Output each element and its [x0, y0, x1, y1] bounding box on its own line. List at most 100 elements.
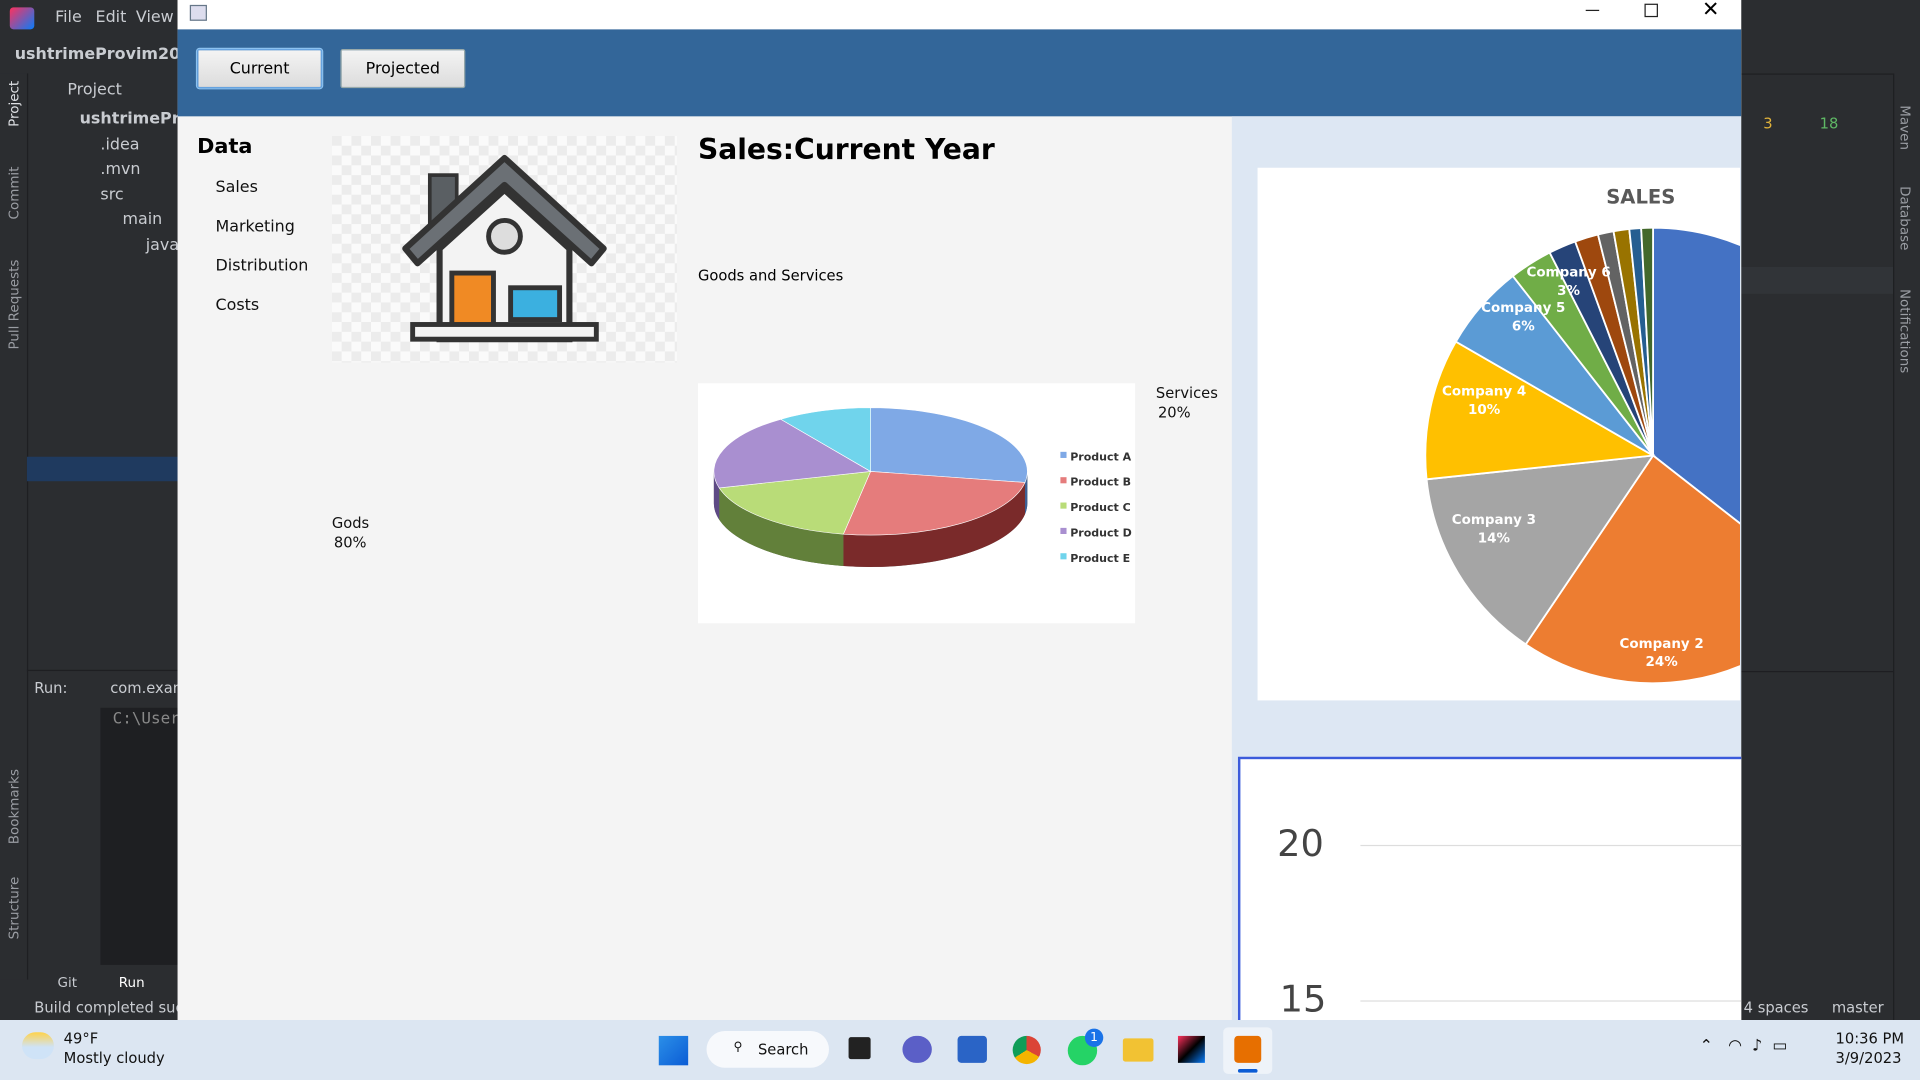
- explorer-icon[interactable]: [1122, 1038, 1154, 1062]
- search-label: Search: [757, 1040, 809, 1058]
- legend-label: Product C: [1070, 501, 1131, 514]
- side-tab[interactable]: Structure: [6, 876, 23, 940]
- window-icon: [189, 4, 207, 21]
- legend-swatch: [1060, 502, 1067, 509]
- pie-slice: [842, 471, 1026, 536]
- side-tab[interactable]: Notifications: [1896, 288, 1913, 374]
- git-branch[interactable]: master: [1831, 999, 1884, 1017]
- project-view[interactable]: Project: [67, 80, 122, 100]
- slice-name: Company 6: [1526, 266, 1610, 281]
- ide-right: 3 18 Maven Database Notifications 4 spac…: [1741, 0, 1920, 1021]
- search-box[interactable]: ⚲ Search: [706, 1031, 829, 1068]
- page-title: Sales:Current Year: [697, 134, 995, 167]
- tree-item[interactable]: .mvn: [100, 160, 141, 179]
- tree-item[interactable]: main: [122, 210, 163, 229]
- projected-button[interactable]: Projected: [340, 48, 466, 89]
- tool-strip: [1893, 73, 1920, 1021]
- checks-count[interactable]: 18: [1819, 115, 1839, 133]
- menu-item[interactable]: Edit: [95, 8, 127, 27]
- minimize-button[interactable]: [1585, 9, 1600, 12]
- start-button[interactable]: [658, 1035, 689, 1066]
- pie-slice: [713, 418, 872, 489]
- nav-item[interactable]: Sales: [215, 178, 258, 198]
- menu-item[interactable]: View: [135, 8, 174, 27]
- side-tab[interactable]: Maven: [1896, 105, 1913, 150]
- tree-item[interactable]: .idea: [100, 135, 140, 155]
- legend-swatch: [1060, 477, 1067, 484]
- nav-item[interactable]: Distribution: [215, 257, 309, 276]
- legend-swatch: [1060, 451, 1067, 458]
- side-tab[interactable]: Project: [6, 80, 23, 127]
- status-text: Build completed succ: [34, 999, 192, 1017]
- project-name: ushtrimeProvim2023: [14, 45, 203, 64]
- grid-line: [1360, 844, 1742, 847]
- pie-slice: [779, 407, 871, 472]
- slice-pct: 14%: [1478, 531, 1511, 546]
- weather-icon[interactable]: [22, 1032, 54, 1060]
- slice-pct: 10%: [1468, 403, 1501, 418]
- bottom-tab[interactable]: Git: [57, 974, 78, 991]
- close-button[interactable]: ✕: [1702, 0, 1720, 23]
- side-tab[interactable]: Commit: [6, 166, 23, 220]
- bottom-tab[interactable]: Run: [118, 974, 145, 991]
- services-pct: 20%: [1157, 404, 1191, 422]
- console-text: C:\User: [112, 710, 180, 729]
- pie-slice: [1640, 226, 1654, 456]
- current-line: [1741, 266, 1894, 294]
- slice-pct: 24%: [1646, 655, 1679, 670]
- tray-icons[interactable]: ⌃ ◠ ♪ ▭: [1699, 1037, 1788, 1056]
- app-window: ✕ Current Projected Data Sales Marketing…: [177, 0, 1742, 1021]
- java-app-icon[interactable]: [1223, 1027, 1273, 1074]
- slice-pct: 6%: [1512, 320, 1535, 335]
- pie-slice: [870, 407, 1028, 483]
- legend-label: Product A: [1070, 450, 1131, 463]
- indent-setting[interactable]: 4 spaces: [1743, 999, 1809, 1017]
- run-label: Run:: [34, 679, 68, 697]
- subtitle: Goods and Services: [697, 266, 844, 285]
- current-button[interactable]: Current: [197, 48, 323, 89]
- notification-badge: 1: [1084, 1028, 1104, 1047]
- sales-pie-image: SALES Company 2 24% Company 3 14% Company 4 10…: [1257, 167, 1741, 701]
- legend-swatch: [1060, 553, 1067, 560]
- run-config[interactable]: com.exam: [110, 679, 188, 697]
- weather[interactable]: Mostly cloudy: [63, 1049, 165, 1067]
- pie-side: [713, 471, 720, 520]
- tree-item[interactable]: src: [100, 186, 124, 205]
- chrome-icon[interactable]: [1012, 1035, 1041, 1065]
- slice-name: Company 3: [1452, 513, 1536, 528]
- teams-icon[interactable]: [902, 1035, 932, 1063]
- side-tab[interactable]: Bookmarks: [6, 768, 23, 845]
- services-label: Services: [1155, 384, 1218, 402]
- taskbar: 49°F Mostly cloudy ⚲ Search 1 ⌃ ◠ ♪ ▭ 10…: [0, 1020, 1920, 1080]
- menu-item[interactable]: File: [55, 8, 82, 27]
- tree-item[interactable]: ushtrimeProvi: [79, 110, 207, 129]
- pie-slice: [1652, 226, 1741, 525]
- goods-pct: 80%: [333, 533, 367, 552]
- y-tick-label: 20: [1277, 822, 1324, 866]
- side-tab[interactable]: Database: [1896, 186, 1913, 251]
- nav-item[interactable]: Marketing: [215, 217, 295, 237]
- warnings-count[interactable]: 3: [1763, 115, 1773, 133]
- temperature[interactable]: 49°F: [63, 1029, 99, 1047]
- ide-left: File Edit View ushtrimeProvim2023 Projec…: [0, 0, 206, 1021]
- pie-side: [843, 482, 1025, 567]
- grid-line: [1360, 1000, 1742, 1002]
- side-tab[interactable]: Pull Requests: [6, 259, 23, 350]
- pie-side: [1024, 471, 1028, 515]
- task-view[interactable]: [848, 1037, 871, 1060]
- ide-logo: [9, 7, 35, 30]
- legend-swatch: [1060, 527, 1067, 535]
- divider: [1741, 73, 1894, 75]
- legend-label: Product E: [1070, 552, 1130, 565]
- tree-item[interactable]: java: [145, 236, 180, 255]
- nav-item[interactable]: Costs: [215, 296, 260, 315]
- clock-time[interactable]: 10:36 PM: [1835, 1029, 1905, 1047]
- intellij-icon[interactable]: [1177, 1035, 1205, 1063]
- maximize-button[interactable]: [1644, 3, 1658, 18]
- store-icon[interactable]: [957, 1035, 987, 1063]
- divider: [1741, 671, 1894, 673]
- divider: [26, 669, 178, 672]
- clock-date[interactable]: 3/9/2023: [1835, 1049, 1902, 1067]
